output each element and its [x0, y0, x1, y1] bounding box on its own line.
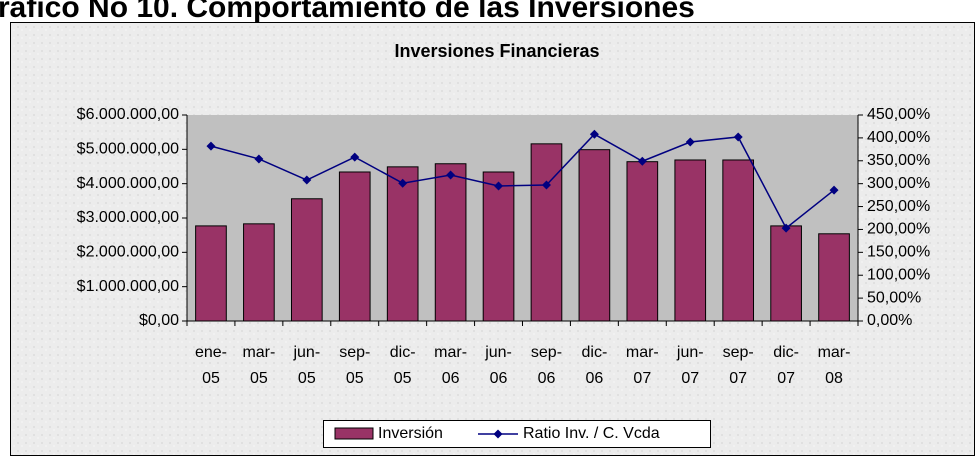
line-marker: [494, 181, 504, 191]
x-tick-label: sep-07: [723, 344, 754, 387]
y-tick-label: $2.000.000,00: [77, 244, 179, 261]
line-marker: [733, 132, 743, 142]
bar: [195, 225, 227, 322]
y-tick-label: $3.000.000,00: [77, 209, 179, 226]
chart-title: Inversiones Financieras: [394, 41, 599, 61]
legend-label: Ratio Inv. / C. Vcda: [523, 425, 660, 442]
bar: [434, 163, 467, 322]
legend-label: Inversión: [378, 425, 443, 442]
line-marker: [302, 175, 312, 185]
bar: [338, 171, 371, 322]
y2-tick-label: 250,00%: [867, 198, 930, 215]
x-tick-label: dic-07: [773, 344, 799, 387]
bar: [290, 198, 323, 322]
line-marker: [829, 185, 839, 195]
y2-tick-label: 200,00%: [867, 221, 930, 238]
page-heading: ráfico No 10. Comportamiento de las Inve…: [0, 0, 695, 24]
y-tick-label: $6.000.000,00: [77, 106, 179, 123]
line-marker: [541, 180, 551, 190]
legend-swatch: [334, 427, 374, 440]
y2-tick-label: 400,00%: [867, 129, 930, 146]
y2-tick-label: 300,00%: [867, 175, 930, 192]
x-tick-label: dic-05: [390, 344, 416, 387]
line-marker: [350, 152, 360, 162]
x-tick-label: dic-06: [582, 344, 608, 387]
x-tick-label: sep-06: [531, 344, 562, 387]
x-tick-label: jun-06: [484, 344, 512, 387]
y-tick-label: $5.000.000,00: [77, 141, 179, 158]
y2-tick-label: 350,00%: [867, 152, 930, 169]
y2-tick-label: 150,00%: [867, 244, 930, 261]
x-tick-label: mar-05: [242, 344, 275, 387]
x-tick-label: jun-05: [292, 344, 320, 387]
line-marker: [446, 170, 456, 180]
bar: [674, 159, 707, 322]
line-marker: [637, 156, 647, 166]
bar: [386, 166, 419, 322]
x-tick-label: mar-06: [434, 344, 467, 387]
bar: [818, 233, 850, 322]
x-tick-label: jun-07: [676, 344, 704, 387]
y-tick-label: $1.000.000,00: [77, 278, 179, 295]
line: [210, 133, 835, 230]
y-tick-label: $0,00: [139, 312, 179, 329]
bar: [770, 225, 802, 322]
line-marker: [685, 137, 695, 147]
y2-tick-label: 450,00%: [867, 106, 930, 123]
x-tick-label: sep-05: [339, 344, 370, 387]
bar: [626, 161, 659, 322]
line-marker: [589, 129, 599, 139]
x-tick-label: mar-07: [626, 344, 659, 387]
bar: [722, 159, 755, 322]
line-marker: [398, 178, 408, 188]
y2-tick-label: 50,00%: [867, 289, 921, 306]
y2-tick-label: 0,00%: [867, 312, 912, 329]
x-tick-label: mar-08: [818, 344, 851, 387]
y2-tick-label: 100,00%: [867, 266, 930, 283]
plot-area: [187, 115, 858, 321]
y-tick-label: $4.000.000,00: [77, 175, 179, 192]
bar: [530, 143, 563, 322]
line-marker: [206, 141, 216, 151]
legend-marker: [493, 429, 503, 439]
x-tick-label: ene-05: [195, 344, 227, 387]
bar: [482, 171, 515, 322]
line-marker: [781, 223, 791, 233]
bar: [578, 149, 611, 322]
bar: [243, 223, 275, 322]
line-marker: [254, 154, 264, 164]
